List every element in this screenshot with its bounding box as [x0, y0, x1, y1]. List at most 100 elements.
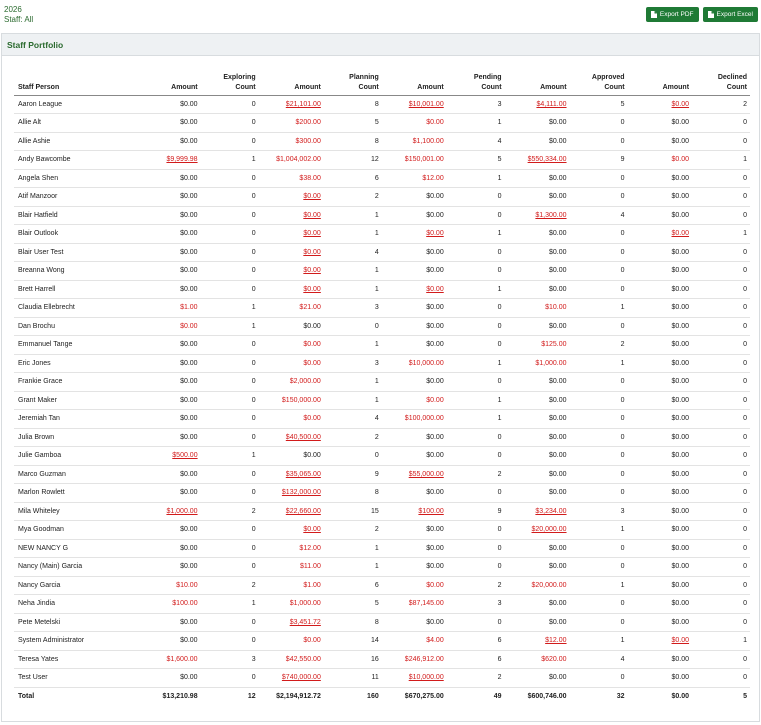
staff-name: Aaron League [14, 95, 136, 114]
amount-link[interactable]: $12.00 [504, 631, 570, 651]
amount-cell: $0.00 [258, 631, 324, 651]
export-pdf-button[interactable]: Export PDF [645, 7, 699, 22]
amount-cell: $0.00 [627, 169, 693, 188]
count-cell: 2 [323, 187, 382, 207]
amount-cell: $0.00 [381, 446, 447, 466]
amount-link[interactable]: $0.00 [381, 224, 447, 244]
total-amount: $670,275.00 [404, 693, 444, 700]
amount-link[interactable]: $740,000.00 [258, 668, 324, 688]
amount-link[interactable]: $132,000.00 [258, 483, 324, 503]
amount-link[interactable]: $3,451.72 [258, 613, 324, 632]
amount-link[interactable]: $40,500.00 [258, 428, 324, 447]
count-cell: 2 [569, 335, 628, 355]
amount-cell: $0.00 [504, 113, 570, 133]
amount-cell: $0.00 [135, 206, 201, 225]
amount-link[interactable]: $100.00 [381, 502, 447, 521]
amount-link[interactable]: $0.00 [258, 224, 324, 244]
amount-cell: $0.00 [627, 539, 693, 558]
amount-link[interactable]: $0.00 [258, 243, 324, 262]
amount-cell: $2,000.00 [258, 372, 324, 392]
amount-cell: $0.00 [627, 409, 693, 429]
count-cell: 0 [446, 206, 505, 225]
count-cell: 1 [446, 391, 505, 410]
staff-name: Mila Whiteley [14, 502, 136, 521]
amount-link[interactable]: $10,000.00 [381, 668, 447, 688]
table-row: Blair Hatfield $0.00 0 $0.00 1 $0.00 0 $1,300.0… [14, 206, 750, 225]
amount-link[interactable]: $0.00 [258, 261, 324, 281]
amount-link[interactable]: $3,234.00 [504, 502, 570, 521]
amount-cell: $10.00 [504, 298, 570, 318]
amount-link[interactable]: $55,000.00 [381, 465, 447, 484]
count-cell: 0 [569, 224, 628, 244]
amount-cell: $0.00 [381, 520, 447, 540]
table-row: Neha Jindia $100.00 1 $1,000.00 5 $87,145.00 3… [14, 594, 750, 614]
count-cell: 0 [692, 576, 750, 595]
count-cell: 0 [692, 132, 750, 151]
staff-name: Emmanuel Tange [14, 335, 136, 355]
amount-cell: $0.00 [627, 650, 693, 669]
count-cell: 1 [446, 409, 505, 429]
count-cell: 2 [446, 465, 505, 484]
count-cell: 1 [692, 224, 750, 244]
count-cell: 0 [692, 613, 750, 632]
export-excel-button[interactable]: Export Excel [702, 7, 758, 22]
group-header: Exploring [223, 74, 256, 81]
amount-cell: $42,550.00 [258, 650, 324, 669]
amount-cell: $0.00 [135, 261, 201, 281]
count-cell: 0 [692, 187, 750, 207]
amount-cell: $0.00 [135, 465, 201, 484]
count-cell: 1 [569, 520, 628, 540]
amount-cell: $0.00 [504, 187, 570, 207]
count-cell: 5 [569, 95, 628, 114]
amount-cell: $87,145.00 [381, 594, 447, 614]
amount-cell: $0.00 [135, 280, 201, 299]
amount-link[interactable]: $0.00 [258, 206, 324, 225]
amount-cell: $0.00 [135, 354, 201, 373]
amount-cell: $0.00 [381, 428, 447, 447]
amount-link[interactable]: $1,300.00 [504, 206, 570, 225]
amount-link[interactable]: $22,660.00 [258, 502, 324, 521]
amount-link[interactable]: $9,999.98 [135, 150, 201, 170]
table-row: Marco Guzman $0.00 0 $35,065.00 9 $55,000.00 2… [14, 465, 750, 484]
amount-header: Amount [504, 81, 570, 96]
total-count: 32 [616, 693, 625, 700]
count-cell: 1 [446, 224, 505, 244]
amount-link[interactable]: $1,000.00 [135, 502, 201, 521]
count-cell: 0 [446, 557, 505, 577]
count-cell: 3 [446, 594, 505, 614]
amount-link[interactable]: $21,101.00 [258, 95, 324, 114]
staff-name: Dan Brochu [14, 317, 136, 336]
amount-link[interactable]: $0.00 [627, 631, 693, 651]
amount-header: Amount [258, 81, 324, 96]
amount-link[interactable]: $500.00 [135, 446, 201, 466]
amount-header: Amount [627, 81, 693, 96]
amount-link[interactable]: $20,000.00 [504, 520, 570, 540]
amount-link[interactable]: $0.00 [381, 280, 447, 299]
amount-cell: $0.00 [627, 317, 693, 336]
amount-link[interactable]: $550,334.00 [504, 150, 570, 170]
count-cell: 0 [200, 113, 259, 133]
amount-link[interactable]: $0.00 [258, 520, 324, 540]
count-cell: 4 [323, 243, 382, 262]
amount-link[interactable]: $10,001.00 [381, 95, 447, 114]
table-row: Brett Harrell $0.00 0 $0.00 1 $0.00 1 $0.00 0 $0.… [14, 280, 750, 299]
amount-cell: $0.00 [135, 409, 201, 429]
amount-link[interactable]: $35,065.00 [258, 465, 324, 484]
amount-link[interactable]: $0.00 [627, 224, 693, 244]
amount-cell: $0.00 [627, 187, 693, 207]
amount-cell: $0.00 [381, 557, 447, 577]
count-cell: 0 [200, 132, 259, 151]
amount-link[interactable]: $0.00 [258, 187, 324, 207]
amount-cell: $21.00 [258, 298, 324, 318]
amount-cell: $0.00 [135, 335, 201, 355]
count-cell: 6 [323, 576, 382, 595]
amount-cell: $0.00 [627, 132, 693, 151]
amount-link[interactable]: $0.00 [258, 280, 324, 299]
count-cell: 0 [569, 372, 628, 392]
table-row: Breanna Wong $0.00 0 $0.00 1 $0.00 0 $0.00 0 $0.0… [14, 261, 750, 281]
amount-link[interactable]: $0.00 [627, 95, 693, 114]
group-header: Declined [717, 74, 747, 81]
amount-link[interactable]: $4,111.00 [504, 95, 570, 114]
amount-cell: $0.00 [504, 428, 570, 447]
amount-cell: $0.00 [504, 446, 570, 466]
